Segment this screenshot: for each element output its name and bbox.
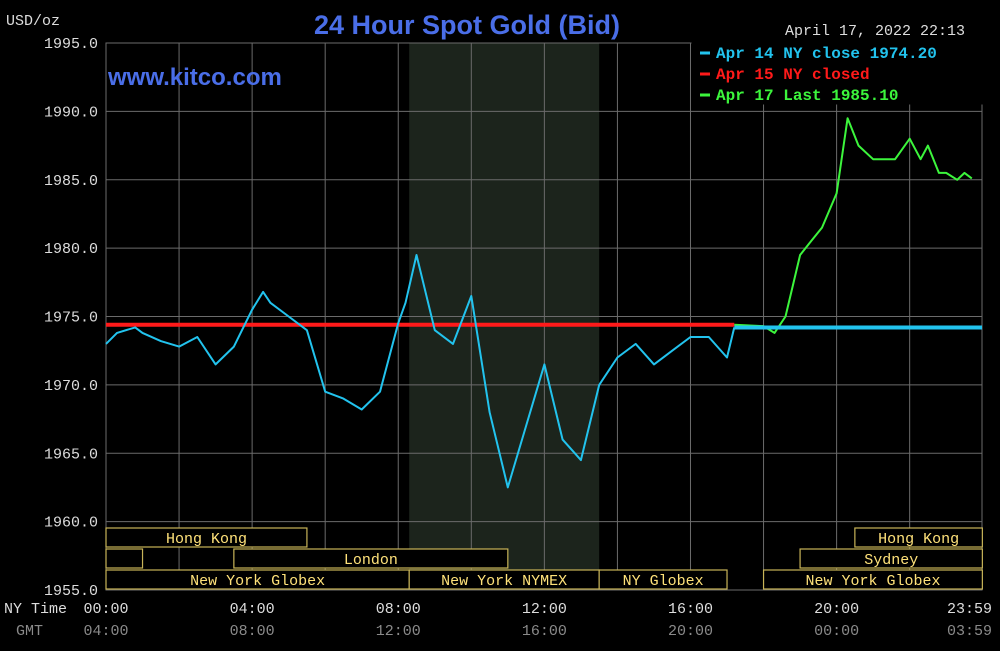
- gmt-time-tick: 12:00: [376, 623, 421, 640]
- session-bar: [105, 548, 144, 569]
- y-axis-ticks: 1995.0 1990.0 1985.0 1980.0 1975.0 1970.0 1965…: [44, 36, 98, 600]
- gmt-time-tick: 16:00: [522, 623, 567, 640]
- ny-time-tick: 16:00: [668, 601, 713, 618]
- price-lines: [105, 117, 982, 489]
- chart-grid: [105, 42, 983, 591]
- session-bar: [762, 569, 983, 590]
- y-tick-label: 1990.0: [44, 104, 98, 121]
- session-bar: [233, 548, 509, 569]
- y-tick-label: 1960.0: [44, 515, 98, 532]
- session-label: Sydney: [864, 552, 918, 569]
- gmt-time-tick: 04:00: [83, 623, 128, 640]
- trading-sessions: Hong Kong London New York Globex New York N…: [105, 527, 983, 590]
- ny-time-tick: 04:00: [230, 601, 275, 618]
- series-line: [734, 117, 973, 334]
- watermark-url[interactable]: www.kitco.com: [107, 64, 282, 91]
- session-label: NY Globex: [623, 573, 704, 590]
- y-tick-label: 1980.0: [44, 241, 98, 258]
- unit-label: USD/oz: [6, 13, 60, 30]
- plot-border: [105, 42, 983, 591]
- gmt-time-tick: 08:00: [230, 623, 275, 640]
- session-bar: [105, 527, 308, 548]
- legend-entry: Apr 14 NY close 1974.20: [716, 45, 937, 63]
- ny-time-tick: 12:00: [522, 601, 567, 618]
- chart-title: 24 Hour Spot Gold (Bid): [314, 10, 620, 40]
- y-tick-label: 1975.0: [44, 310, 98, 327]
- ny-time-tick: 20:00: [814, 601, 859, 618]
- session-label: New York Globex: [190, 573, 325, 590]
- gmt-time-tick: 03:59: [947, 623, 992, 640]
- session-label: Hong Kong: [166, 531, 247, 548]
- ny-time-tick: 23:59: [947, 601, 992, 618]
- ny-time-row-label: NY Time: [4, 601, 67, 618]
- session-label: London: [344, 552, 398, 569]
- y-tick-label: 1955.0: [44, 583, 98, 600]
- session-bar: [854, 527, 983, 548]
- ny-time-tick: 00:00: [83, 601, 128, 618]
- ny-time-tick: 08:00: [376, 601, 421, 618]
- session-bar: [799, 548, 983, 569]
- legend-entry: Apr 17 Last 1985.10: [716, 87, 898, 105]
- legend-entry: Apr 15 NY closed: [716, 66, 870, 84]
- session-label: Hong Kong: [878, 531, 959, 548]
- session-label: New York NYMEX: [441, 573, 567, 590]
- session-label: New York Globex: [805, 573, 940, 590]
- legend-box: [691, 39, 983, 105]
- legend: Apr 14 NY close 1974.20 Apr 15 NY closed A…: [691, 39, 983, 105]
- x-axis-ticks: 00:00 04:00 08:00 12:00 16:00 20:00 23:59 04:00…: [83, 601, 992, 640]
- session-bar: [598, 569, 728, 590]
- timestamp: April 17, 2022 22:13: [785, 23, 965, 40]
- gmt-time-tick: 20:00: [668, 623, 713, 640]
- series-line: [105, 254, 736, 489]
- y-tick-label: 1995.0: [44, 36, 98, 53]
- y-tick-label: 1985.0: [44, 173, 98, 190]
- gmt-row-label: GMT: [16, 623, 43, 640]
- y-tick-label: 1970.0: [44, 378, 98, 395]
- gmt-time-tick: 00:00: [814, 623, 859, 640]
- y-tick-label: 1965.0: [44, 446, 98, 463]
